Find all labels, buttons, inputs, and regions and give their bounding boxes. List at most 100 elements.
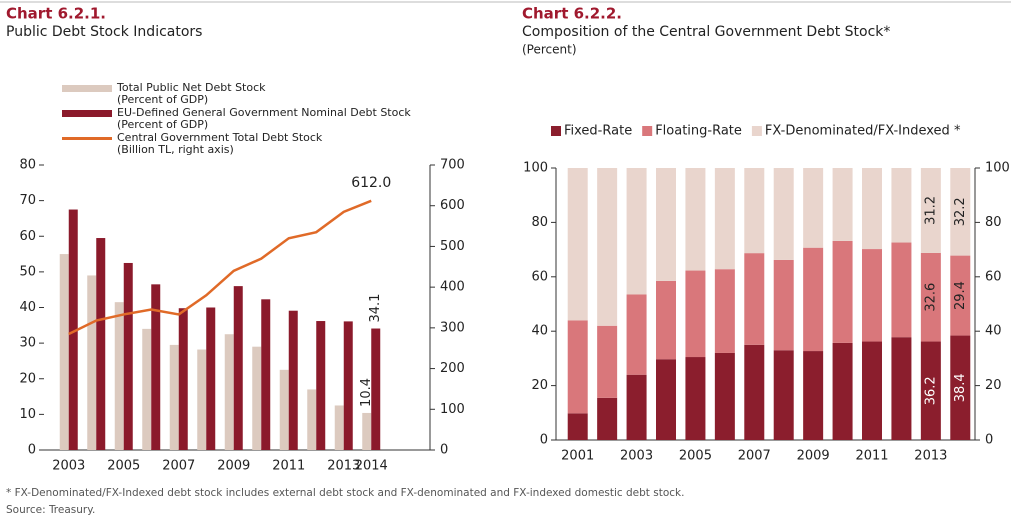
chart-title: Chart 6.2.1.: [6, 5, 106, 23]
bar: [567, 168, 588, 321]
bar: [316, 321, 326, 450]
y2-tick-label: 700: [440, 158, 465, 173]
y2-tick-label: 500: [440, 239, 465, 254]
bar: [773, 259, 794, 351]
x-tick-label: 2011: [855, 449, 888, 464]
bar: [197, 349, 207, 450]
y-tick-label: 50: [19, 264, 36, 279]
x-tick-label: 2009: [797, 449, 830, 464]
bar: [685, 357, 706, 440]
legend-swatch: [551, 126, 561, 136]
bar: [626, 168, 647, 295]
legend: Total Public Net Debt Stock (Percent of …: [62, 82, 411, 157]
bar: [151, 284, 161, 450]
bar: [334, 405, 344, 450]
bar: [714, 352, 735, 440]
value-label: 32.2: [953, 197, 968, 226]
x-tick-label: 2005: [107, 459, 140, 474]
y2-tick-label: 40: [985, 324, 1002, 339]
y2-tick-label: 600: [440, 198, 465, 213]
chart-unit: (Percent): [522, 43, 577, 57]
value-label: 38.4: [953, 373, 968, 402]
bar: [920, 168, 941, 253]
source: Source: Treasury.: [6, 504, 95, 516]
bar: [714, 269, 735, 353]
bar: [656, 168, 676, 281]
value-label: 10.4: [359, 378, 374, 407]
legend-label: EU-Defined General Government Nominal De…: [117, 106, 411, 131]
y-tick-label: 40: [531, 324, 548, 339]
bar: [773, 350, 794, 440]
chart-title: Chart 6.2.2.: [522, 5, 622, 23]
bar: [744, 168, 765, 254]
bar: [891, 337, 912, 440]
bar: [59, 254, 69, 450]
bar: [597, 397, 618, 440]
bar: [169, 344, 179, 450]
bar: [252, 346, 262, 450]
legend-swatch: [642, 126, 653, 136]
bar: [68, 209, 78, 450]
y-tick-label: 60: [531, 269, 548, 284]
bar: [371, 328, 381, 450]
x-tick-label: 2001: [561, 449, 594, 464]
bar: [567, 413, 588, 440]
x-tick-label: 2007: [162, 459, 195, 474]
legend-label: Floating-Rate: [655, 124, 742, 139]
bar: [656, 280, 676, 360]
legend-swatch: [751, 126, 762, 136]
bar: [685, 168, 706, 271]
y-tick-label: 20: [19, 371, 36, 386]
x-tick-label: 2013: [327, 459, 360, 474]
bar: [96, 238, 106, 450]
y-tick-label: 0: [28, 443, 36, 458]
bar: [233, 286, 243, 450]
bar: [626, 294, 647, 375]
y2-tick-label: 200: [440, 361, 465, 376]
y2-tick-label: 0: [440, 443, 448, 458]
footnote: * FX-Denominated/FX-Indexed debt stock i…: [6, 487, 684, 499]
bar: [950, 335, 971, 440]
bar: [123, 262, 133, 450]
bar: [862, 341, 882, 440]
bar: [178, 308, 188, 450]
chart-subtitle: Public Debt Stock Indicators: [6, 24, 202, 40]
y2-tick-label: 400: [440, 280, 465, 295]
line: [68, 199, 372, 336]
bar: [803, 168, 824, 248]
value-label: 32.6: [923, 283, 938, 312]
bar: [597, 168, 618, 326]
bar: [891, 168, 912, 243]
bar: [950, 168, 971, 256]
bar: [567, 320, 588, 414]
x-tick-label: 2003: [620, 449, 653, 464]
bar: [626, 374, 647, 440]
bar: [279, 369, 289, 450]
bar: [832, 240, 853, 343]
y-tick-label: 100: [523, 161, 548, 176]
bar: [343, 321, 353, 450]
y2-tick-label: 60: [985, 269, 1002, 284]
bar: [206, 307, 216, 450]
legend-label: Central Government Total Debt Stock (Bil…: [117, 131, 323, 156]
y2-tick-label: 80: [985, 215, 1002, 230]
y2-tick-label: 20: [985, 378, 1002, 393]
bar: [597, 325, 618, 398]
y2-tick-label: 300: [440, 320, 465, 335]
legend-item: Central Government Total Debt Stock (Bil…: [62, 132, 411, 156]
bar: [114, 302, 124, 450]
bar: [685, 270, 706, 358]
legend-item: Total Public Net Debt Stock (Percent of …: [62, 82, 411, 106]
value-label: 31.2: [923, 196, 938, 225]
x-tick-label: 2009: [217, 459, 250, 474]
x-tick-label: 2005: [679, 449, 712, 464]
y-tick-label: 80: [531, 215, 548, 230]
x-tick-label: 2007: [738, 449, 771, 464]
x-tick-label: 2014: [355, 459, 388, 474]
bar: [288, 310, 298, 450]
chart-subtitle: Composition of the Central Government De…: [522, 24, 890, 40]
bar: [832, 342, 853, 440]
bar: [744, 344, 765, 440]
